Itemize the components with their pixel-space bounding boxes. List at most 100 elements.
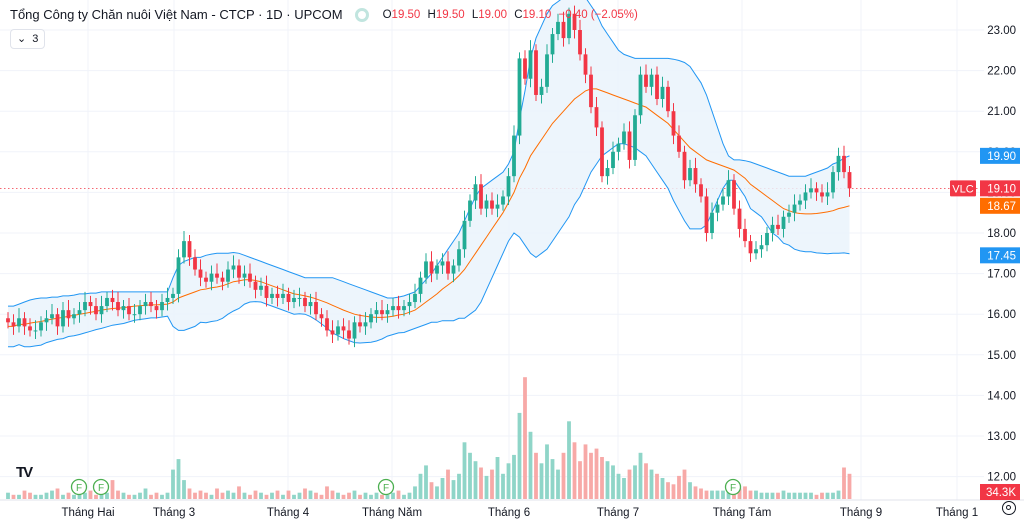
volume-bar — [138, 492, 142, 499]
volume-bar — [776, 492, 780, 499]
candle-body — [638, 74, 643, 116]
volume-bar — [407, 492, 412, 499]
volume-bar — [275, 490, 280, 499]
volume-bar — [259, 492, 263, 499]
candle-body — [435, 265, 439, 274]
volume-bar — [737, 488, 742, 499]
candle-body — [737, 208, 742, 229]
candle-body — [847, 172, 852, 189]
volume-bar — [468, 452, 472, 499]
volume-bar — [116, 490, 120, 499]
price-label-bg — [980, 484, 1020, 500]
volume-bar — [655, 473, 659, 499]
candle-body — [611, 151, 615, 169]
candle-body — [693, 168, 698, 185]
dividend-marker-label: F — [76, 483, 82, 494]
candle-body — [759, 245, 764, 250]
settings-icon[interactable] — [1002, 501, 1016, 515]
candle-body — [418, 277, 423, 294]
volume-bar — [77, 494, 82, 499]
candle-body — [319, 314, 324, 319]
candle-body — [253, 281, 258, 290]
volume-bar — [501, 473, 505, 499]
indicators-toggle-button[interactable]: ⌄ 3 — [10, 29, 46, 49]
candle-body — [132, 314, 137, 316]
candle-body — [215, 273, 219, 278]
candle-body — [462, 220, 467, 250]
candle-body — [88, 302, 93, 307]
candle-body — [143, 302, 148, 307]
tradingview-logo: TV — [16, 464, 33, 481]
volume-bar — [836, 490, 841, 499]
close-value: 19.10 — [522, 8, 552, 21]
candle-body — [127, 306, 131, 315]
volume-bar — [369, 494, 373, 499]
candle-body — [341, 326, 346, 331]
volume-bar — [281, 494, 285, 499]
candle-body — [99, 306, 104, 315]
volume-bar — [567, 421, 571, 499]
candle-body — [490, 200, 494, 209]
candle-body — [248, 273, 252, 282]
candle-body — [363, 322, 368, 327]
volume-bar — [556, 469, 560, 499]
candle-body — [105, 297, 109, 307]
volume-bar — [110, 480, 115, 499]
candle-body — [451, 265, 456, 274]
candle-body — [803, 192, 808, 201]
volume-bar — [710, 490, 714, 499]
candle-body — [644, 74, 648, 87]
candle-body — [589, 74, 593, 108]
volume-bar — [99, 494, 104, 499]
candle-body — [66, 310, 71, 319]
volume-bar — [539, 463, 544, 499]
volume-bar — [600, 457, 604, 499]
volume-bar — [325, 486, 329, 499]
candle-body — [506, 176, 511, 197]
volume-bar — [385, 494, 390, 499]
volume-bar — [226, 490, 230, 499]
volume-bar — [589, 452, 593, 499]
candle-body — [429, 261, 434, 274]
volume-bar — [149, 494, 153, 499]
candle-body — [666, 86, 670, 112]
volume-bar — [583, 444, 588, 499]
price-axis[interactable]: 12.0013.0014.0015.0016.0017.0018.0019.00… — [950, 25, 1020, 500]
price-label-bg — [980, 197, 1020, 214]
volume-bar — [616, 473, 621, 499]
candle-body — [336, 326, 340, 335]
y-tick-label: 18.00 — [987, 228, 1016, 240]
price-label: 34.3K — [986, 487, 1016, 499]
volume-bar — [28, 492, 32, 499]
candle-body — [110, 297, 115, 303]
candle-body — [347, 330, 351, 339]
volume-bar — [165, 492, 170, 499]
volume-bar — [550, 459, 555, 499]
candle-body — [809, 188, 813, 193]
x-tick-label: Tháng Tám — [713, 507, 772, 519]
volume-bar — [798, 492, 802, 499]
volume-bar — [347, 492, 351, 499]
volume-bar — [413, 486, 417, 499]
candle-body — [61, 310, 65, 327]
volume-bar — [605, 461, 610, 499]
candle-body — [242, 273, 247, 278]
time-axis[interactable]: Tháng Hai Tháng 3 Tháng 4 Tháng Năm Tháng 6 T… — [61, 507, 978, 519]
volume-bar — [352, 490, 357, 499]
dividend-marker-label: F — [98, 483, 104, 494]
volume-bar — [506, 463, 511, 499]
dividend-marker-label: F — [730, 483, 736, 494]
dividend-marker — [70, 478, 88, 496]
y-tick-label: 15.00 — [987, 350, 1016, 362]
volume-bar — [303, 488, 307, 499]
volume-bar — [699, 488, 703, 499]
candle-body — [688, 168, 692, 181]
volume-bar — [33, 494, 38, 499]
candle-body — [193, 257, 197, 270]
candle-body — [512, 135, 516, 177]
candle-body — [495, 204, 500, 209]
volume-bar — [231, 492, 236, 499]
chevron-down-icon: ⌄ — [17, 33, 27, 45]
